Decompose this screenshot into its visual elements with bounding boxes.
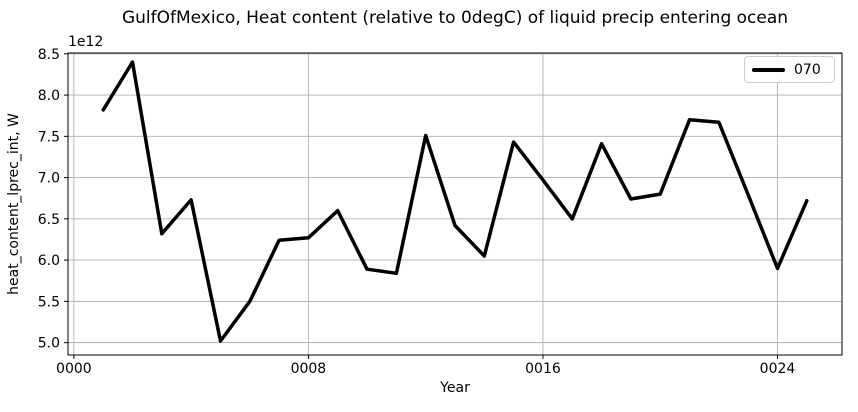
- chart-title: GulfOfMexico, Heat content (relative to …: [121, 8, 789, 28]
- y-tick-label: 7.5: [38, 129, 60, 145]
- x-axis-label: Year: [440, 380, 470, 396]
- y-tick-label: 7.0: [38, 171, 60, 187]
- x-tick-label: 0008: [291, 361, 327, 377]
- data-line-070: [101, 60, 809, 343]
- legend-label: 070: [794, 61, 821, 78]
- legend: 070: [744, 56, 835, 83]
- plot-border: [67, 52, 843, 356]
- y-tick-label: 6.5: [38, 212, 60, 228]
- y-tick-label: 5.0: [38, 336, 60, 352]
- y-tick-label: 6.0: [38, 253, 60, 269]
- y-tick-label: 8.0: [38, 88, 60, 104]
- y-tick-label: 8.5: [38, 47, 60, 63]
- y-tick-label: 5.5: [38, 294, 60, 310]
- x-tick-label: 0024: [760, 361, 796, 377]
- x-tick-label: 0000: [56, 361, 92, 377]
- y-axis-offset-label: 1e12: [68, 34, 104, 50]
- x-tick-label: 0016: [525, 361, 561, 377]
- legend-line-sample: [752, 67, 785, 72]
